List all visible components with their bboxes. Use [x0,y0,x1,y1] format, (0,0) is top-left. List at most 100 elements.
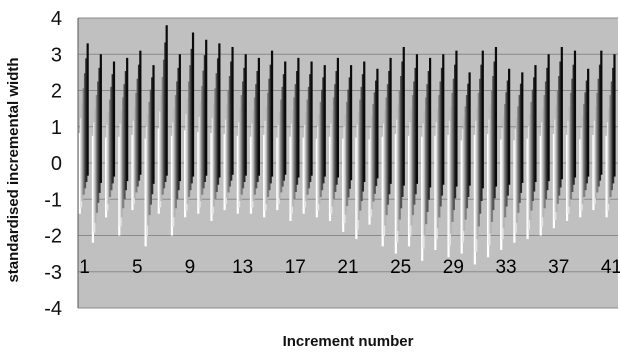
bar [382,123,386,236]
increment-cluster [170,54,181,236]
y-tick-label: -2 [44,226,62,248]
bar [243,67,246,183]
increment-cluster [210,43,221,221]
bar [148,101,151,216]
bar [347,89,350,198]
bar [581,115,584,204]
y-tick-label: -1 [44,189,62,211]
bar [501,127,504,240]
bar [184,130,187,218]
bar [228,76,232,187]
bar [585,80,588,184]
x-tick-label: 17 [285,257,306,278]
bar [356,124,359,230]
bar [476,106,479,240]
increment-cluster [131,50,142,211]
bar [465,95,469,209]
bar [572,64,575,185]
bar [85,58,88,183]
bar [124,71,127,191]
bar [502,115,505,229]
y-tick-label: 1 [51,117,62,139]
bar [137,64,141,181]
increment-cluster [500,68,511,250]
bar [440,67,444,196]
bar [197,132,200,214]
bar [112,61,116,177]
bar [371,115,374,210]
x-tick-label: 13 [232,257,253,278]
bar [486,134,490,258]
bar [323,65,326,177]
x-axis-ticks: 1 5 9 13 17 21 25 29 33 37 41 [79,257,620,278]
bar [264,120,267,211]
bar [461,129,465,243]
bar [394,134,397,254]
increment-cluster [513,72,524,243]
bar [450,106,453,234]
bar [152,65,155,184]
bar [584,92,587,191]
bar [149,89,152,205]
bar [579,139,582,218]
bar [344,114,347,215]
bar [315,138,318,218]
bar [468,72,471,186]
bar [542,108,545,218]
bar [372,104,375,202]
bar [335,71,338,185]
bar [407,135,411,247]
bar [186,97,189,204]
bar [147,114,150,226]
bar [460,140,463,254]
bar [515,117,519,223]
bar [203,55,206,183]
bar [463,117,466,231]
bar [317,126,320,211]
bar [597,78,600,187]
bar [159,111,162,208]
bar [144,138,147,247]
bar [568,106,571,207]
bar [244,54,247,176]
bar [527,126,530,230]
bar [558,76,561,196]
bar [488,119,491,246]
bar [173,108,176,218]
bar [119,123,122,227]
bar [95,95,98,213]
bar [94,108,97,223]
bar [157,128,160,214]
bar [546,67,549,191]
bar [519,83,523,193]
bar [435,122,438,240]
bar [294,84,297,192]
bar [334,84,337,192]
bar [253,97,257,195]
increment-cluster [342,65,353,232]
bar [368,139,371,225]
bar [78,133,81,214]
bar [120,110,124,218]
bar [513,140,516,243]
increment-cluster [197,39,208,214]
bar [132,120,135,205]
increment-cluster [605,54,616,218]
bar [475,120,478,252]
bar [131,134,134,211]
bar [489,105,492,234]
bar [533,77,536,192]
bar [280,99,283,193]
increment-cluster [184,32,195,218]
bar [410,108,413,226]
bar [310,61,313,176]
bar [480,64,483,202]
bar [348,77,351,189]
bar [567,120,570,214]
bar [236,135,239,214]
bar [256,71,259,183]
x-tick-label: 5 [132,257,143,278]
increment-cluster [236,54,247,214]
bar [161,76,164,195]
bar [189,65,192,191]
